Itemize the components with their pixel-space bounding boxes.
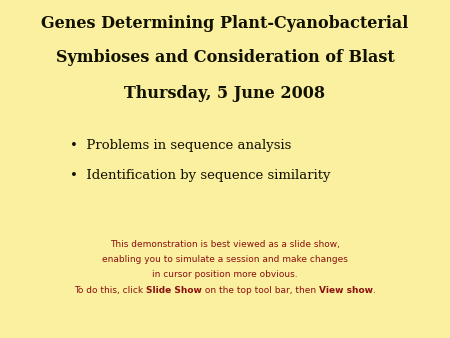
Text: .: . (373, 286, 376, 295)
Text: •  Problems in sequence analysis: • Problems in sequence analysis (70, 139, 291, 151)
Text: View show: View show (319, 286, 373, 295)
Text: To do this, click: To do this, click (74, 286, 146, 295)
Text: •  Identification by sequence similarity: • Identification by sequence similarity (70, 169, 330, 182)
Text: Genes Determining Plant-Cyanobacterial: Genes Determining Plant-Cyanobacterial (41, 15, 409, 32)
Text: Symbioses and Consideration of Blast: Symbioses and Consideration of Blast (56, 49, 394, 66)
Text: enabling you to simulate a session and make changes: enabling you to simulate a session and m… (102, 255, 348, 264)
Text: This demonstration is best viewed as a slide show,: This demonstration is best viewed as a s… (110, 240, 340, 249)
Text: Thursday, 5 June 2008: Thursday, 5 June 2008 (125, 84, 325, 101)
Text: on the top tool bar, then: on the top tool bar, then (202, 286, 319, 295)
Text: Slide Show: Slide Show (146, 286, 202, 295)
Text: in cursor position more obvious.: in cursor position more obvious. (152, 270, 298, 280)
